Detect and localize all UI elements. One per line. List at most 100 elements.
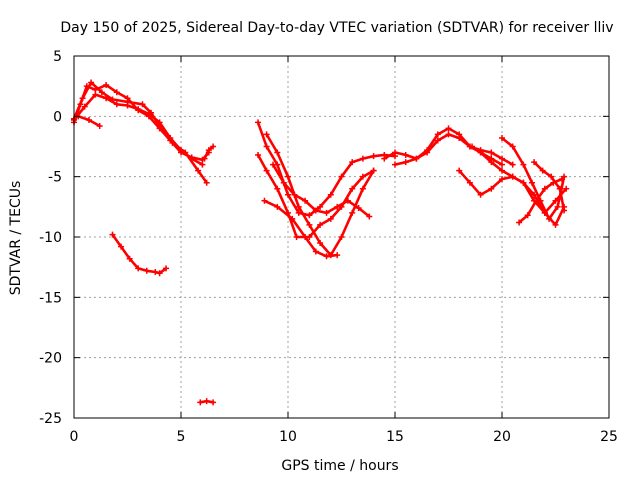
series-line xyxy=(256,153,375,239)
data-point xyxy=(509,161,516,168)
data-point xyxy=(317,240,324,247)
data-point xyxy=(306,221,313,228)
data-point xyxy=(85,116,92,123)
data-point xyxy=(274,185,281,192)
data-point xyxy=(434,131,441,138)
data-point xyxy=(109,231,116,238)
data-point xyxy=(197,399,204,406)
data-point xyxy=(96,122,103,129)
series-pass-4 xyxy=(75,113,103,129)
data-point xyxy=(392,161,398,168)
data-point xyxy=(539,167,546,174)
data-point xyxy=(148,109,155,116)
data-point xyxy=(261,197,268,204)
data-point xyxy=(109,96,116,103)
data-point xyxy=(210,143,217,150)
data-point xyxy=(456,135,463,142)
data-point xyxy=(263,131,270,138)
data-point xyxy=(124,98,131,105)
data-point xyxy=(289,215,296,222)
series-pass-17 xyxy=(499,135,568,222)
y-tick-label: 0 xyxy=(53,109,62,125)
data-point xyxy=(302,197,309,204)
data-point xyxy=(477,191,484,198)
data-point xyxy=(499,161,505,168)
data-point xyxy=(546,215,553,222)
data-point xyxy=(381,155,388,162)
data-point xyxy=(306,212,313,219)
data-point xyxy=(509,143,516,150)
data-point xyxy=(456,167,463,174)
data-point xyxy=(528,179,535,186)
data-point xyxy=(327,215,334,222)
data-point xyxy=(402,159,409,166)
series-line xyxy=(111,233,168,275)
data-point xyxy=(118,243,125,250)
data-point xyxy=(205,147,212,154)
data-point xyxy=(199,161,206,168)
data-point xyxy=(552,197,559,204)
data-point xyxy=(163,265,170,272)
data-point xyxy=(285,173,291,180)
data-point xyxy=(156,122,163,129)
data-point xyxy=(359,185,366,192)
data-point xyxy=(295,209,302,216)
data-point xyxy=(516,219,523,226)
data-point xyxy=(203,398,210,405)
y-tick-label: -15 xyxy=(39,290,62,306)
data-point xyxy=(541,185,548,192)
data-point xyxy=(103,81,110,88)
data-point xyxy=(548,173,555,180)
data-point xyxy=(113,89,120,96)
data-point xyxy=(499,155,505,162)
data-point xyxy=(466,179,473,186)
data-point xyxy=(263,167,270,174)
data-point xyxy=(334,203,341,210)
data-point xyxy=(370,153,377,160)
series-line xyxy=(500,136,566,221)
y-tick-label: -5 xyxy=(48,170,62,186)
data-point xyxy=(520,179,527,186)
series-line xyxy=(271,163,371,218)
series-pass-11 xyxy=(261,197,341,260)
series-pass-3 xyxy=(71,79,210,186)
data-point xyxy=(499,167,505,174)
data-point xyxy=(88,79,95,86)
x-tick-label: 5 xyxy=(177,429,186,445)
data-point xyxy=(355,205,362,212)
data-point xyxy=(563,185,570,192)
series-pass-7 xyxy=(197,398,217,406)
data-point xyxy=(263,143,270,150)
data-point xyxy=(359,155,366,162)
data-point xyxy=(556,185,563,192)
data-point xyxy=(366,213,373,220)
data-point xyxy=(469,143,476,150)
data-point xyxy=(370,167,377,174)
data-point xyxy=(274,203,281,210)
data-point xyxy=(445,131,452,138)
data-point xyxy=(338,173,345,180)
data-point xyxy=(126,255,133,262)
chart-title: Day 150 of 2025, Sidereal Day-to-day VTE… xyxy=(60,20,613,36)
data-point xyxy=(561,207,568,214)
data-point xyxy=(156,270,163,277)
data-point xyxy=(312,248,319,255)
data-point xyxy=(182,149,189,156)
y-axis-label: SDTVAR / TECUs xyxy=(8,181,24,296)
data-point xyxy=(499,135,505,142)
data-point xyxy=(552,221,559,228)
data-point xyxy=(201,155,208,162)
data-point xyxy=(135,106,142,113)
series-pass-6 xyxy=(109,231,170,277)
data-point xyxy=(270,161,277,168)
data-point xyxy=(488,185,495,192)
data-point xyxy=(317,221,324,228)
data-point xyxy=(285,191,291,198)
plot-series xyxy=(71,79,570,406)
data-point xyxy=(349,209,356,216)
series-line xyxy=(256,121,397,217)
data-point xyxy=(434,137,441,144)
data-point xyxy=(402,151,409,158)
data-point xyxy=(195,167,202,174)
series-line xyxy=(382,127,504,166)
